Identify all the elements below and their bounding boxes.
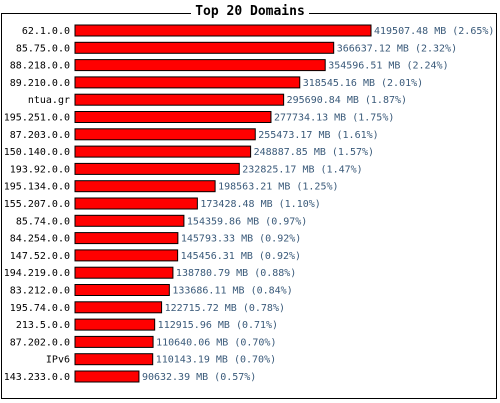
bar	[74, 214, 185, 227]
value-label: 110640.06 MB (0.70%)	[156, 337, 276, 348]
value-label: 318545.16 MB (2.01%)	[303, 78, 423, 89]
bar	[74, 370, 140, 383]
value-label: 90632.39 MB (0.57%)	[142, 372, 256, 383]
bar	[74, 284, 170, 296]
value-label: 138780.79 MB (0.88%)	[176, 268, 296, 279]
value-label: 145793.33 MB (0.92%)	[181, 234, 301, 245]
bar	[74, 249, 179, 262]
value-label: 154359.86 MB (0.97%)	[187, 216, 307, 227]
category-label: 85.74.0.0	[16, 216, 70, 227]
bar	[74, 318, 156, 331]
bar	[74, 335, 154, 348]
category-label: 195.134.0.0	[4, 182, 70, 193]
bar	[74, 197, 198, 210]
category-label: IPv6	[46, 355, 70, 366]
category-label: 85.75.0.0	[16, 43, 70, 54]
bar	[74, 162, 240, 175]
value-label: 277734.13 MB (1.75%)	[274, 113, 394, 124]
category-label: 143.233.0.0	[4, 372, 70, 383]
value-label: 112915.96 MB (0.71%)	[158, 320, 278, 331]
category-label: 89.210.0.0	[10, 78, 70, 89]
category-label: 62.1.0.0	[22, 26, 70, 37]
value-label: 248887.85 MB (1.57%)	[254, 147, 374, 158]
category-label: 83.212.0.0	[10, 286, 70, 297]
category-label: 195.251.0.0	[4, 113, 70, 124]
value-label: 122715.72 MB (0.78%)	[165, 303, 285, 314]
category-label: 88.218.0.0	[10, 61, 70, 72]
category-label: 213.5.0.0	[16, 320, 70, 331]
bar	[74, 266, 174, 279]
value-label: 198563.21 MB (1.25%)	[218, 182, 338, 193]
bar	[74, 41, 335, 54]
category-label: 87.203.0.0	[10, 130, 70, 141]
category-label: 195.74.0.0	[10, 303, 70, 314]
value-label: 366637.12 MB (2.32%)	[337, 43, 457, 54]
bar	[74, 353, 154, 366]
bar	[74, 111, 272, 123]
category-label: 150.140.0.0	[4, 147, 70, 158]
value-label: 295690.84 MB (1.87%)	[287, 95, 407, 106]
value-label: 173428.48 MB (1.10%)	[200, 199, 320, 210]
value-label: 419507.48 MB (2.65%)	[374, 26, 494, 37]
category-label: 87.202.0.0	[10, 337, 70, 348]
value-label: 232825.17 MB (1.47%)	[242, 164, 362, 175]
value-label: 133686.11 MB (0.84%)	[172, 286, 292, 297]
value-label: 354596.51 MB (2.24%)	[328, 61, 448, 72]
bar	[74, 24, 372, 37]
category-label: 147.52.0.0	[10, 251, 70, 262]
category-label: 194.219.0.0	[4, 268, 70, 279]
category-label: 193.92.0.0	[10, 164, 70, 175]
bar	[74, 93, 285, 106]
category-label: ntua.gr	[28, 95, 70, 106]
bar	[74, 301, 163, 314]
category-label: 84.254.0.0	[10, 234, 70, 245]
bar	[74, 145, 252, 158]
category-label: 155.207.0.0	[4, 199, 70, 210]
bar	[74, 76, 301, 89]
value-label: 145456.31 MB (0.92%)	[181, 251, 301, 262]
value-label: 110143.19 MB (0.70%)	[156, 355, 276, 366]
bar	[74, 59, 326, 72]
bar	[74, 180, 216, 193]
bar	[74, 232, 179, 245]
bar	[74, 128, 256, 141]
value-label: 255473.17 MB (1.61%)	[258, 130, 378, 141]
